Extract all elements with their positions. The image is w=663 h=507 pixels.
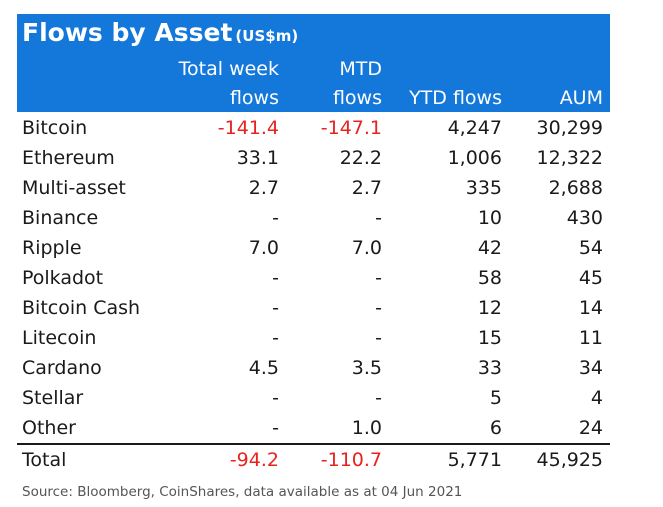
asset-name: Cardano xyxy=(22,357,102,379)
table-row: Stellar - - 5 4 xyxy=(17,383,610,413)
table-row: Litecoin - - 15 11 xyxy=(17,323,610,353)
source-note: Source: Bloomberg, CoinShares, data avai… xyxy=(22,484,463,500)
aum-value: 34 xyxy=(578,357,603,379)
header-week-line2: flows xyxy=(229,87,279,109)
aum-value: 430 xyxy=(566,207,603,229)
week-value: - xyxy=(272,327,279,349)
mtd-value: - xyxy=(375,207,382,229)
mtd-value: - xyxy=(375,267,382,289)
ytd-value: 42 xyxy=(477,237,502,259)
ytd-value: 12 xyxy=(477,297,502,319)
table-body: Bitcoin -141.4 -147.1 4,247 30,299 Ethereum 33… xyxy=(17,112,610,475)
asset-name: Polkadot xyxy=(22,267,104,289)
table-header: Flows by Asset (US$m) Total week flows MT… xyxy=(17,14,610,112)
asset-name: Binance xyxy=(22,207,99,229)
week-value: 2.7 xyxy=(248,177,279,199)
table-row: Multi-asset 2.7 2.7 335 2,688 xyxy=(17,173,610,203)
asset-name: Stellar xyxy=(22,387,84,409)
aum-value: 30,299 xyxy=(536,117,603,139)
mtd-value: 3.5 xyxy=(351,357,382,379)
week-value: 7.0 xyxy=(248,237,279,259)
table-row: Cardano 4.5 3.5 33 34 xyxy=(17,353,610,383)
mtd-value: - xyxy=(375,387,382,409)
week-value: 33.1 xyxy=(236,147,279,169)
week-value: - xyxy=(272,297,279,319)
ytd-value: 4,247 xyxy=(447,117,502,139)
asset-name: Bitcoin xyxy=(22,117,88,139)
mtd-value: 2.7 xyxy=(351,177,382,199)
title-unit: (US$m) xyxy=(235,27,299,45)
ytd-value: 6 xyxy=(489,417,502,439)
table-row: Bitcoin -141.4 -147.1 4,247 30,299 xyxy=(17,113,610,143)
week-value: - xyxy=(272,387,279,409)
header-ytd: YTD flows xyxy=(409,87,502,109)
table-title: Flows by Asset (US$m) xyxy=(22,18,298,47)
aum-value: 45 xyxy=(578,267,603,289)
week-value: - xyxy=(272,417,279,439)
aum-value: 4 xyxy=(590,387,603,409)
ytd-value: 5,771 xyxy=(447,449,502,471)
aum-value: 2,688 xyxy=(548,177,603,199)
aum-value: 12,322 xyxy=(536,147,603,169)
table-row: Polkadot - - 58 45 xyxy=(17,263,610,293)
mtd-value: 7.0 xyxy=(351,237,382,259)
header-mtd-line1: MTD xyxy=(339,58,382,80)
week-value: -141.4 xyxy=(217,117,279,139)
aum-value: 45,925 xyxy=(536,449,603,471)
table-row: Binance - - 10 430 xyxy=(17,203,610,233)
ytd-value: 1,006 xyxy=(447,147,502,169)
flows-table: Flows by Asset (US$m) Total week flows MT… xyxy=(17,14,610,475)
table-row: Ethereum 33.1 22.2 1,006 12,322 xyxy=(17,143,610,173)
header-aum: AUM xyxy=(559,87,603,109)
mtd-value: 22.2 xyxy=(339,147,382,169)
header-week-line1: Total week xyxy=(178,58,279,80)
mtd-value: -110.7 xyxy=(320,449,382,471)
title-text: Flows by Asset xyxy=(22,18,233,47)
asset-name: Bitcoin Cash xyxy=(22,297,141,319)
header-mtd-line2: flows xyxy=(332,87,382,109)
table-row: Bitcoin Cash - - 12 14 xyxy=(17,293,610,323)
mtd-value: - xyxy=(375,327,382,349)
asset-name: Litecoin xyxy=(22,327,97,349)
aum-value: 11 xyxy=(578,327,603,349)
ytd-value: 5 xyxy=(489,387,502,409)
ytd-value: 10 xyxy=(477,207,502,229)
week-value: 4.5 xyxy=(248,357,279,379)
asset-name: Ethereum xyxy=(22,147,115,169)
week-value: -94.2 xyxy=(229,449,279,471)
table-row: Ripple 7.0 7.0 42 54 xyxy=(17,233,610,263)
asset-name: Multi-asset xyxy=(22,177,126,199)
asset-name: Other xyxy=(22,417,76,439)
mtd-value: -147.1 xyxy=(320,117,382,139)
mtd-value: - xyxy=(375,297,382,319)
ytd-value: 33 xyxy=(477,357,502,379)
aum-value: 24 xyxy=(578,417,603,439)
mtd-value: 1.0 xyxy=(351,417,382,439)
aum-value: 14 xyxy=(578,297,603,319)
ytd-value: 58 xyxy=(477,267,502,289)
week-value: - xyxy=(272,207,279,229)
total-row: Total -94.2 -110.7 5,771 45,925 xyxy=(17,443,610,475)
ytd-value: 15 xyxy=(477,327,502,349)
asset-name: Ripple xyxy=(22,237,82,259)
total-label: Total xyxy=(22,449,67,471)
aum-value: 54 xyxy=(578,237,603,259)
week-value: - xyxy=(272,267,279,289)
table-row: Other - 1.0 6 24 xyxy=(17,413,610,443)
ytd-value: 335 xyxy=(465,177,502,199)
